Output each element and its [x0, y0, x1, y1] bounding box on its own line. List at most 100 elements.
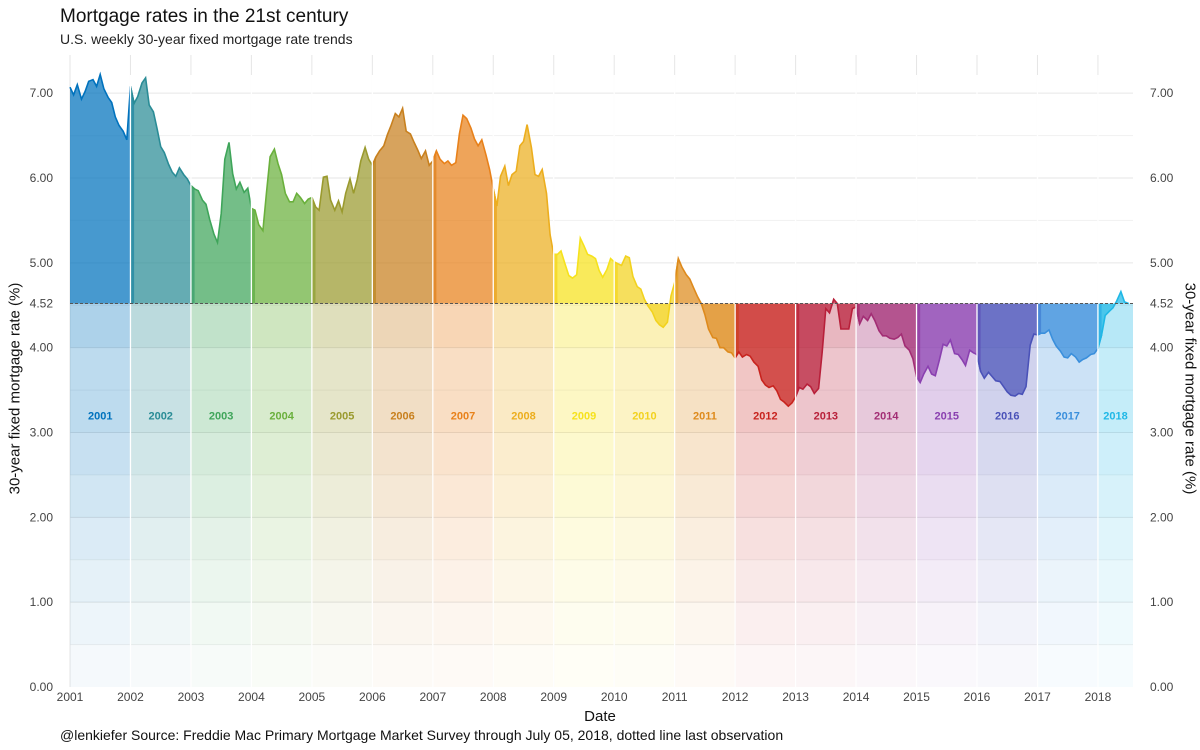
year-band	[614, 347, 675, 433]
year-band	[130, 602, 191, 645]
year-label: 2011	[693, 411, 717, 423]
year-area	[432, 115, 497, 304]
year-band	[795, 517, 857, 560]
year-band	[251, 474, 312, 518]
y-tick-label-right: 7.00	[1150, 86, 1174, 100]
year-band	[553, 602, 615, 645]
year-band	[916, 432, 977, 475]
year-band	[1037, 432, 1098, 475]
year-label: 2015	[935, 411, 959, 423]
year-band	[1037, 347, 1098, 433]
chart-caption: @lenkiefer Source: Freddie Mac Primary M…	[60, 727, 784, 743]
year-band	[493, 432, 554, 475]
year-band	[795, 432, 857, 475]
year-band	[1037, 559, 1098, 603]
year-area	[190, 142, 255, 304]
year-band	[674, 347, 736, 433]
y-tick-label-right: 4.00	[1150, 341, 1174, 355]
year-band	[493, 347, 554, 433]
year-band	[493, 644, 554, 687]
year-label: 2006	[390, 411, 414, 423]
x-tick-label: 2018	[1085, 690, 1112, 704]
year-band	[432, 432, 494, 475]
series-line	[492, 124, 558, 256]
series-line	[432, 113, 498, 207]
year-band	[614, 474, 675, 518]
year-band	[1097, 432, 1133, 475]
year-area	[674, 258, 739, 358]
year-label: 2001	[88, 411, 112, 423]
year-area	[311, 147, 376, 304]
year-band	[614, 432, 675, 475]
year-area	[856, 303, 921, 383]
series-line	[673, 255, 740, 360]
year-band	[70, 474, 131, 518]
year-label: 2002	[148, 411, 172, 423]
year-band	[1037, 602, 1098, 645]
year-band	[432, 644, 494, 687]
y-tick-label-left: 6.00	[30, 171, 54, 185]
series-line	[976, 332, 1042, 397]
year-band	[311, 303, 373, 348]
x-tick-label: 2011	[662, 690, 688, 704]
year-band	[795, 559, 857, 603]
year-band	[735, 644, 796, 687]
y-tick-label-left: 7.00	[30, 86, 54, 100]
year-band	[553, 303, 615, 348]
series-line	[855, 306, 921, 383]
year-band	[553, 517, 615, 560]
series-line	[1037, 328, 1103, 364]
x-tick-label: 2003	[178, 690, 205, 704]
x-tick-label: 2006	[359, 690, 386, 704]
year-band	[190, 432, 252, 475]
year-band	[856, 644, 917, 687]
year-band	[614, 559, 675, 603]
year-band	[735, 474, 796, 518]
year-band	[372, 474, 433, 518]
year-band	[70, 432, 131, 475]
y-tick-label-left: 2.00	[30, 510, 54, 524]
year-band	[311, 432, 373, 475]
year-band	[251, 644, 312, 687]
series-line	[553, 235, 619, 280]
year-band	[674, 559, 736, 603]
year-band	[251, 602, 312, 645]
year-band	[735, 517, 796, 560]
x-tick-label: 2012	[722, 690, 749, 704]
y-tick-label-left: 4.52	[30, 297, 54, 311]
year-band	[856, 559, 917, 603]
year-band	[856, 602, 917, 645]
year-band	[311, 474, 373, 518]
series-line	[915, 338, 982, 385]
year-band	[614, 602, 675, 645]
year-band	[674, 474, 736, 518]
year-band	[190, 559, 252, 603]
y-tick-label-left: 1.00	[30, 595, 54, 609]
year-area	[977, 303, 1042, 396]
year-band	[130, 517, 191, 560]
y-tick-label-right: 4.52	[1150, 297, 1174, 311]
x-axis-title: Date	[584, 708, 616, 725]
year-band	[976, 602, 1038, 645]
year-band	[70, 303, 131, 348]
y-axis-title-right: 30-year fixed mortgage rate (%)	[1181, 282, 1199, 495]
year-band	[1097, 517, 1133, 560]
year-band	[130, 432, 191, 475]
year-band	[795, 474, 857, 518]
year-label: 2003	[209, 411, 233, 423]
year-band	[372, 347, 433, 433]
year-band	[432, 474, 494, 518]
x-tick-label: 2007	[419, 690, 446, 704]
series-line	[371, 105, 438, 168]
year-label: 2014	[874, 411, 899, 423]
year-band	[311, 559, 373, 603]
year-band	[251, 347, 312, 433]
year-area	[735, 303, 800, 407]
year-band	[432, 559, 494, 603]
year-band	[976, 644, 1038, 687]
year-band	[614, 517, 675, 560]
year-band	[553, 347, 615, 433]
year-band	[70, 517, 131, 560]
year-area	[130, 77, 195, 304]
